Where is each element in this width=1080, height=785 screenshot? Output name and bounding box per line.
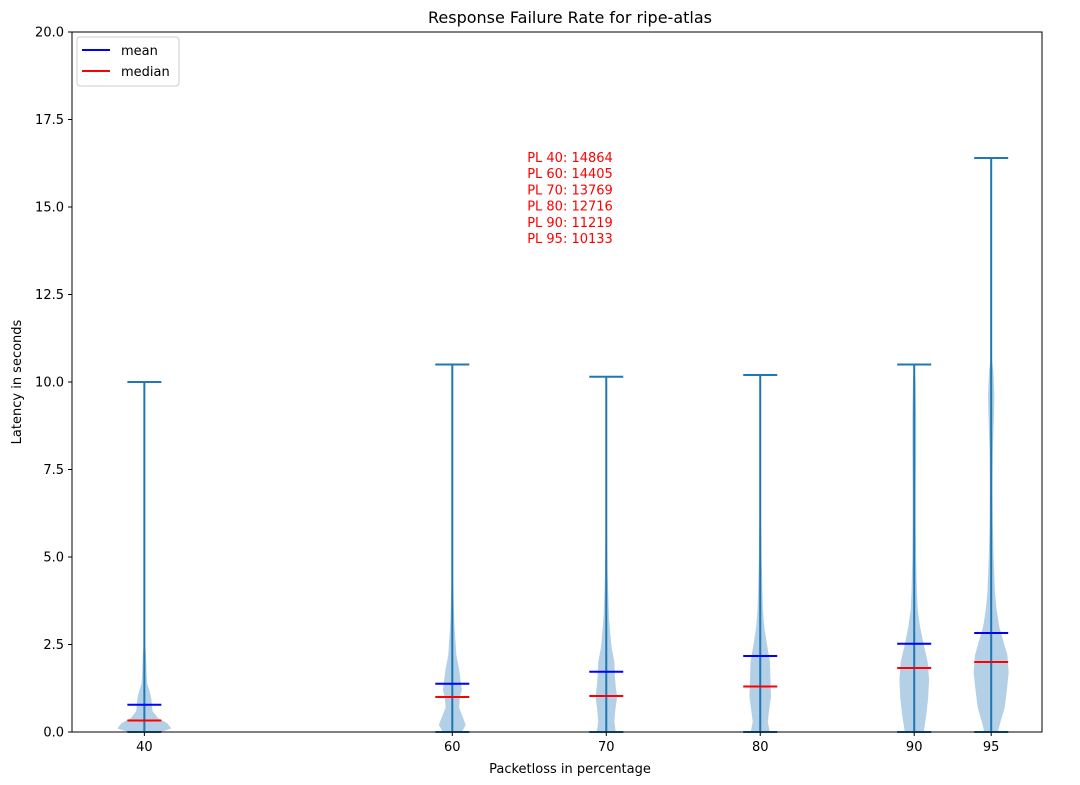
x-tick-label-90: 90 — [906, 740, 923, 755]
x-tick-label-70: 70 — [598, 740, 615, 755]
annotation-line-0: PL 40: 14864 — [527, 151, 613, 166]
y-tick-label-8: 20.0 — [35, 26, 64, 41]
legend-median-label: median — [121, 65, 170, 80]
annotation-line-1: PL 60: 14405 — [527, 167, 613, 182]
x-tick-label-80: 80 — [752, 740, 769, 755]
y-tick-label-7: 17.5 — [35, 113, 64, 128]
y-tick-label-4: 10.0 — [35, 376, 64, 391]
x-tick-label-60: 60 — [444, 740, 461, 755]
chart-title: Response Failure Rate for ripe-atlas — [428, 8, 712, 27]
y-tick-label-1: 2.5 — [43, 638, 64, 653]
x-tick-label-40: 40 — [136, 740, 153, 755]
y-tick-label-2: 5.0 — [43, 551, 64, 566]
y-tick-label-6: 15.0 — [35, 201, 64, 216]
annotation-line-3: PL 80: 12716 — [527, 200, 613, 215]
plot-area — [72, 32, 1042, 732]
y-tick-label-3: 7.5 — [43, 463, 64, 478]
annotation-line-2: PL 70: 13769 — [527, 183, 613, 198]
x-axis: 40 60 70 80 90 95 — [136, 732, 999, 755]
annotation-line-4: PL 90: 11219 — [527, 216, 613, 231]
y-tick-label-0: 0.0 — [43, 726, 64, 741]
legend-mean-label: mean — [121, 44, 158, 59]
y-axis-label: Latency in seconds — [10, 319, 25, 444]
legend: mean median — [76, 36, 180, 87]
y-axis: 0.0 2.5 5.0 7.5 10.0 12.5 15.0 17.5 20.0 — [35, 26, 72, 741]
annotation-line-5: PL 95: 10133 — [527, 232, 613, 247]
x-axis-label: Packetloss in percentage — [489, 762, 651, 777]
x-tick-label-95: 95 — [983, 740, 1000, 755]
y-tick-label-5: 12.5 — [35, 288, 64, 303]
